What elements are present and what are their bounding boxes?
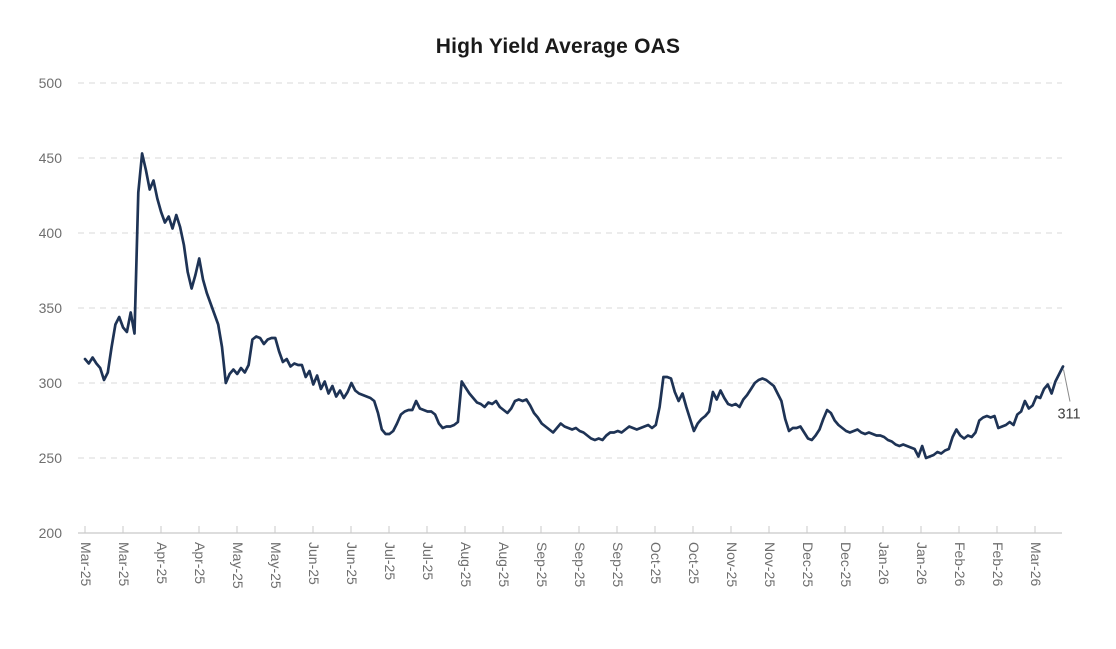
annotation-layer: 311: [1057, 369, 1081, 423]
x-axis-label: Nov-25: [724, 542, 740, 587]
series-polyline: [83, 152, 1065, 460]
axis-layer: 200 250 300 350 400 450 500 Mar-25 Mar-25 Apr-25 A…: [39, 75, 1062, 589]
x-axis-label: Apr-25: [192, 542, 208, 584]
x-axis-label: Feb-26: [990, 542, 1006, 587]
x-axis-label: Jan-26: [914, 542, 930, 585]
y-axis-label-400: 400: [39, 225, 63, 241]
x-axis-label: Sep-25: [534, 542, 550, 587]
x-axis-label: Jul-25: [420, 542, 436, 580]
y-axis-label-350: 350: [39, 300, 63, 316]
x-axis-label: Aug-25: [496, 542, 512, 587]
gridlines-layer: [78, 82, 1062, 459]
x-axis-label: Mar-26: [1028, 542, 1044, 587]
x-axis-label: Oct-25: [686, 542, 702, 584]
x-axis-label: Jan-26: [876, 542, 892, 585]
x-axis-label: Feb-26: [952, 542, 968, 587]
x-axis-label: Aug-25: [458, 542, 474, 587]
y-axis-label-300: 300: [39, 375, 63, 391]
x-axis-label: Mar-25: [116, 542, 132, 587]
y-axis-label-500: 500: [39, 75, 63, 91]
x-axis-label: Sep-25: [572, 542, 588, 587]
series-layer: [83, 152, 1065, 460]
x-axis-label: Dec-25: [800, 542, 816, 587]
x-axis-label: Oct-25: [648, 542, 664, 584]
x-axis-label: Sep-25: [610, 542, 626, 587]
y-axis-label-450: 450: [39, 150, 63, 166]
x-axis-label: Jun-25: [344, 542, 360, 585]
x-axis-label: Jul-25: [382, 542, 398, 580]
x-axis-label: Mar-25: [78, 542, 94, 587]
y-axis-label-250: 250: [39, 450, 63, 466]
chart-title: High Yield Average OAS: [436, 35, 680, 58]
x-axis-label: Jun-25: [306, 542, 322, 585]
x-axis-label: Nov-25: [762, 542, 778, 587]
annotation-leader-line: [1063, 369, 1071, 402]
x-axis-label: May-25: [268, 542, 284, 589]
x-axis-label: Apr-25: [154, 542, 170, 584]
last-value-label: 311: [1057, 407, 1080, 423]
x-axis-label: May-25: [230, 542, 246, 589]
x-axis-label: Dec-25: [838, 542, 854, 587]
y-axis-label-200: 200: [39, 525, 63, 541]
